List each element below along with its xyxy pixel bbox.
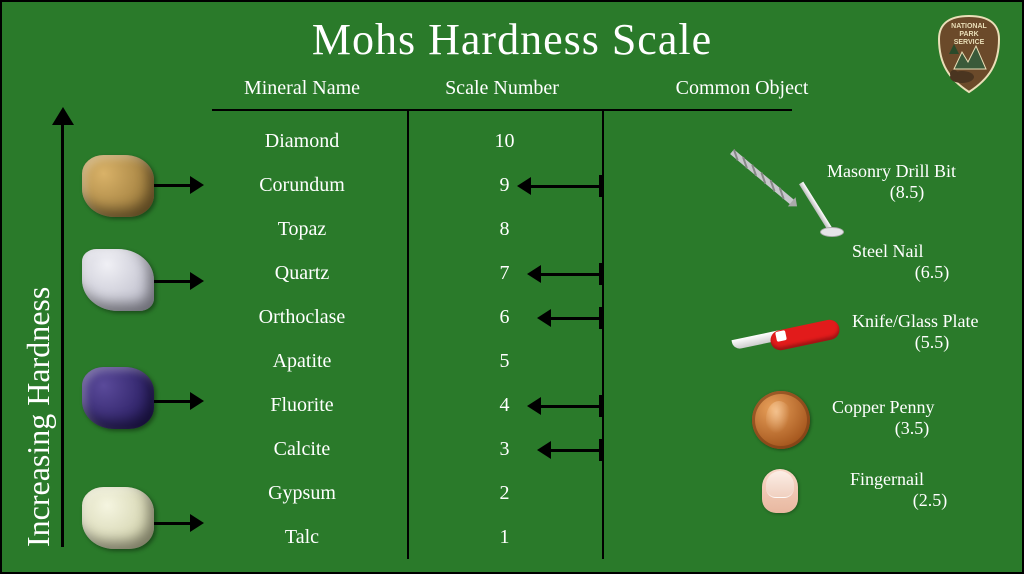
object-label: Knife/Glass Plate(5.5) bbox=[852, 311, 1024, 352]
arrow-left-icon bbox=[527, 396, 602, 416]
header-scale: Scale Number bbox=[402, 77, 602, 107]
arrow-right-icon bbox=[154, 271, 204, 291]
mineral-sample-icon bbox=[82, 155, 154, 217]
mineral-sample-icon bbox=[82, 367, 154, 429]
mineral-row: Apatite bbox=[202, 339, 402, 383]
logo-text-top: NATIONAL bbox=[951, 23, 987, 30]
mineral-row: Topaz bbox=[202, 207, 402, 251]
object-label: Copper Penny(3.5) bbox=[832, 397, 1022, 438]
column-divider bbox=[602, 109, 604, 559]
object-label: Masonry Drill Bit(8.5) bbox=[827, 161, 1017, 202]
header-mineral: Mineral Name bbox=[202, 77, 402, 107]
drill-bit-icon bbox=[713, 129, 817, 230]
page-title: Mohs Hardness Scale bbox=[2, 2, 1022, 65]
mineral-name-column: Diamond Corundum Topaz Quartz Orthoclase… bbox=[202, 119, 402, 559]
arrow-right-icon bbox=[154, 175, 204, 195]
mineral-row: Corundum bbox=[202, 163, 402, 207]
mineral-row: Calcite bbox=[202, 427, 402, 471]
logo-text-bot: SERVICE bbox=[954, 39, 985, 46]
arrow-left-icon bbox=[527, 264, 602, 284]
mineral-row: Orthoclase bbox=[202, 295, 402, 339]
axis-arrow-icon bbox=[52, 107, 72, 547]
scale-row: 1 bbox=[407, 515, 602, 559]
arrow-right-icon bbox=[154, 391, 204, 411]
scale-row: 10 bbox=[407, 119, 602, 163]
logo-text-mid: PARK bbox=[959, 31, 978, 38]
content-area: Increasing Hardness Mineral Name Scale N… bbox=[2, 77, 1022, 572]
nail-icon bbox=[762, 227, 847, 287]
mineral-sample-icon bbox=[82, 487, 154, 549]
object-label: Fingernail(2.5) bbox=[850, 469, 1024, 510]
mineral-row: Quartz bbox=[202, 251, 402, 295]
scale-row: 5 bbox=[407, 339, 602, 383]
mineral-row: Talc bbox=[202, 515, 402, 559]
arrow-left-icon bbox=[517, 176, 602, 196]
penny-icon bbox=[752, 391, 810, 449]
scale-row: 2 bbox=[407, 471, 602, 515]
mineral-sample-icon bbox=[82, 249, 154, 311]
mineral-row: Gypsum bbox=[202, 471, 402, 515]
scale-row: 8 bbox=[407, 207, 602, 251]
header-common: Common Object bbox=[632, 77, 852, 107]
mineral-row: Diamond bbox=[202, 119, 402, 163]
knife-icon bbox=[732, 317, 852, 377]
object-label: Steel Nail(6.5) bbox=[852, 241, 1024, 282]
arrow-left-icon bbox=[537, 440, 602, 460]
table-headers: Mineral Name Scale Number Common Object bbox=[202, 77, 1002, 107]
arrow-left-icon bbox=[537, 308, 602, 328]
header-rule bbox=[212, 109, 792, 111]
mineral-row: Fluorite bbox=[202, 383, 402, 427]
fingernail-icon bbox=[762, 469, 798, 513]
arrow-right-icon bbox=[154, 513, 204, 533]
